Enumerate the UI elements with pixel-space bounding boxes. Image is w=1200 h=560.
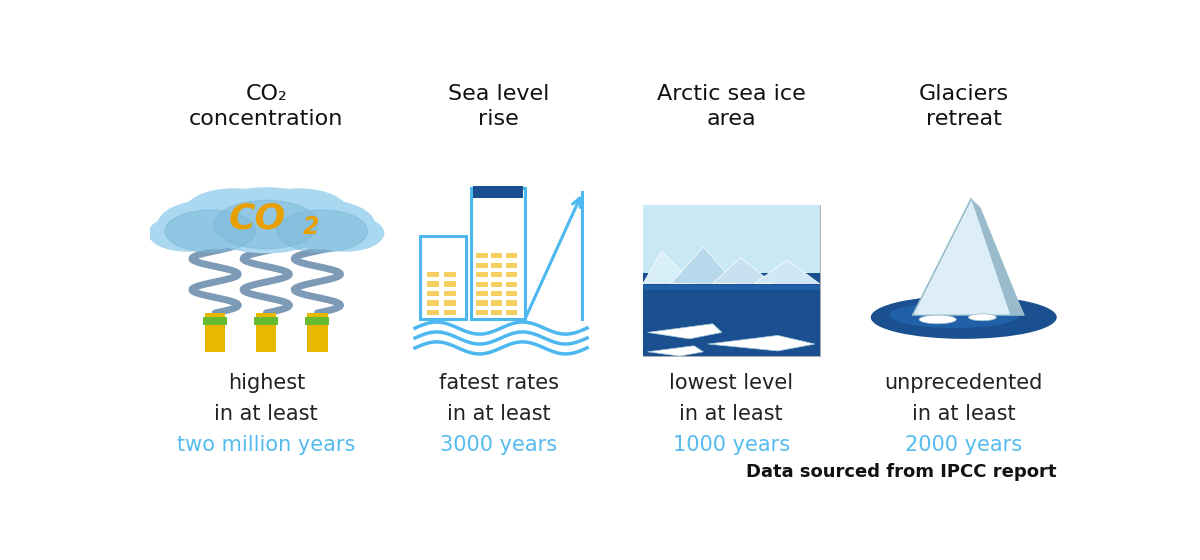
FancyBboxPatch shape [476,253,487,258]
Text: CO: CO [228,201,286,235]
Polygon shape [971,199,1024,315]
Polygon shape [912,199,1024,315]
FancyBboxPatch shape [427,310,439,315]
FancyBboxPatch shape [476,291,487,296]
FancyBboxPatch shape [491,253,503,258]
FancyBboxPatch shape [427,291,439,296]
Text: fatest rates: fatest rates [439,374,559,393]
FancyBboxPatch shape [506,291,517,296]
FancyBboxPatch shape [476,282,487,287]
Polygon shape [671,247,736,284]
Text: in at least: in at least [446,404,551,424]
FancyBboxPatch shape [444,281,456,287]
Text: Sea level
rise: Sea level rise [448,85,550,129]
FancyBboxPatch shape [491,282,503,287]
FancyBboxPatch shape [305,317,330,325]
Text: Arctic sea ice
area: Arctic sea ice area [656,85,805,129]
Polygon shape [648,346,703,356]
FancyBboxPatch shape [506,301,517,306]
FancyBboxPatch shape [643,285,820,290]
FancyBboxPatch shape [256,313,276,352]
Ellipse shape [871,296,1057,339]
Text: in at least: in at least [679,404,784,424]
Circle shape [270,200,374,249]
Circle shape [197,188,336,253]
FancyBboxPatch shape [444,300,456,306]
FancyBboxPatch shape [307,313,328,352]
FancyBboxPatch shape [506,253,517,258]
FancyBboxPatch shape [444,272,456,277]
FancyBboxPatch shape [427,281,439,287]
FancyBboxPatch shape [203,317,227,325]
Ellipse shape [889,302,1020,328]
Text: two million years: two million years [178,436,355,455]
FancyBboxPatch shape [444,291,456,296]
Polygon shape [713,258,773,284]
FancyBboxPatch shape [476,263,487,268]
FancyBboxPatch shape [476,272,487,277]
Text: CO₂
concentration: CO₂ concentration [190,85,343,129]
Circle shape [149,216,226,251]
Text: lowest level: lowest level [670,374,793,393]
Text: 3000 years: 3000 years [440,436,557,455]
Text: Data sourced from IPCC report: Data sourced from IPCC report [746,463,1057,481]
Circle shape [185,189,282,234]
Ellipse shape [919,315,956,324]
FancyBboxPatch shape [476,310,487,315]
FancyBboxPatch shape [506,310,517,315]
FancyBboxPatch shape [427,272,439,277]
Circle shape [307,216,384,251]
FancyBboxPatch shape [254,317,278,325]
FancyBboxPatch shape [205,313,226,352]
FancyBboxPatch shape [476,301,487,306]
Polygon shape [708,335,815,351]
FancyBboxPatch shape [491,310,503,315]
Text: in at least: in at least [215,404,318,424]
Text: highest: highest [228,374,305,393]
Polygon shape [755,260,820,284]
FancyBboxPatch shape [506,282,517,287]
Ellipse shape [968,314,996,321]
Text: 2000 years: 2000 years [905,436,1022,455]
FancyBboxPatch shape [506,263,517,268]
Circle shape [158,200,263,249]
FancyBboxPatch shape [491,272,503,277]
Text: in at least: in at least [912,404,1015,424]
FancyBboxPatch shape [643,205,820,288]
FancyBboxPatch shape [444,310,456,315]
Polygon shape [648,324,722,339]
FancyBboxPatch shape [643,273,820,356]
FancyBboxPatch shape [491,291,503,296]
Circle shape [166,210,256,252]
FancyBboxPatch shape [491,301,503,306]
Text: Glaciers
retreat: Glaciers retreat [919,85,1009,129]
FancyBboxPatch shape [427,300,439,306]
FancyBboxPatch shape [473,185,523,198]
Circle shape [214,200,318,249]
Polygon shape [643,251,694,284]
Text: 2: 2 [302,214,319,239]
Circle shape [277,210,367,252]
FancyBboxPatch shape [506,272,517,277]
Text: 1000 years: 1000 years [673,436,790,455]
Text: unprecedented: unprecedented [884,374,1043,393]
Circle shape [250,189,348,234]
FancyBboxPatch shape [491,263,503,268]
